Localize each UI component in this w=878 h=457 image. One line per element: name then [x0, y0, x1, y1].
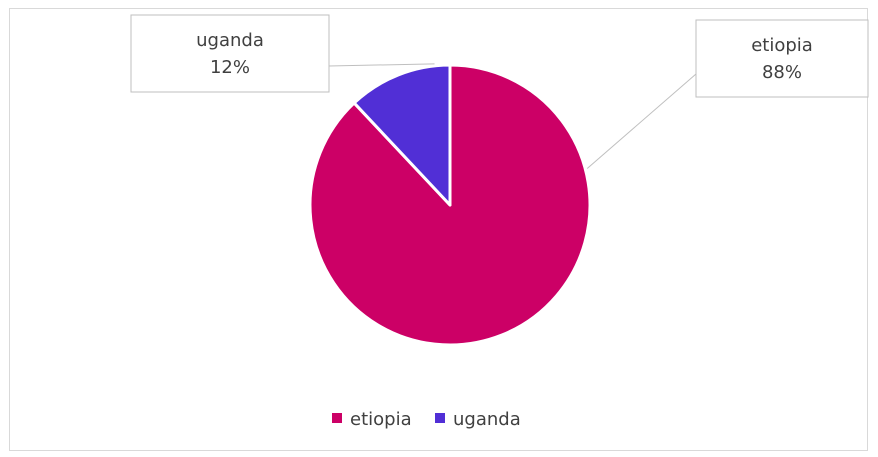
legend-item-etiopia: etiopia	[332, 409, 412, 430]
legend-swatch-etiopia	[332, 413, 342, 423]
legend-item-uganda: uganda	[435, 409, 521, 430]
legend-label-etiopia: etiopia	[350, 409, 412, 430]
legend-label-uganda: uganda	[453, 409, 521, 430]
chart-legend: etiopia uganda	[332, 409, 521, 430]
data-label-percent-uganda: 12%	[210, 57, 250, 78]
pie-slices	[308, 63, 592, 347]
leader-line-etiopia	[586, 73, 697, 169]
leader-lines	[328, 63, 697, 169]
legend-swatch-uganda	[435, 413, 445, 423]
chart-frame: etiopia 88% uganda 12% etiopia uganda	[9, 8, 869, 451]
pie-slice-uganda	[352, 63, 452, 207]
data-label-percent-etiopia: 88%	[762, 62, 802, 83]
data-label-uganda: uganda 12%	[130, 14, 330, 93]
data-label-box-uganda	[130, 14, 330, 93]
data-label-category-uganda: uganda	[196, 30, 264, 51]
data-label-category-etiopia: etiopia	[751, 35, 813, 56]
data-label-etiopia: etiopia 88%	[695, 19, 869, 98]
data-labels: etiopia 88% uganda 12%	[130, 14, 869, 98]
data-label-box-etiopia	[695, 19, 869, 98]
pie-chart: etiopia 88% uganda 12% etiopia uganda	[130, 14, 869, 430]
leader-line-uganda	[328, 63, 435, 67]
